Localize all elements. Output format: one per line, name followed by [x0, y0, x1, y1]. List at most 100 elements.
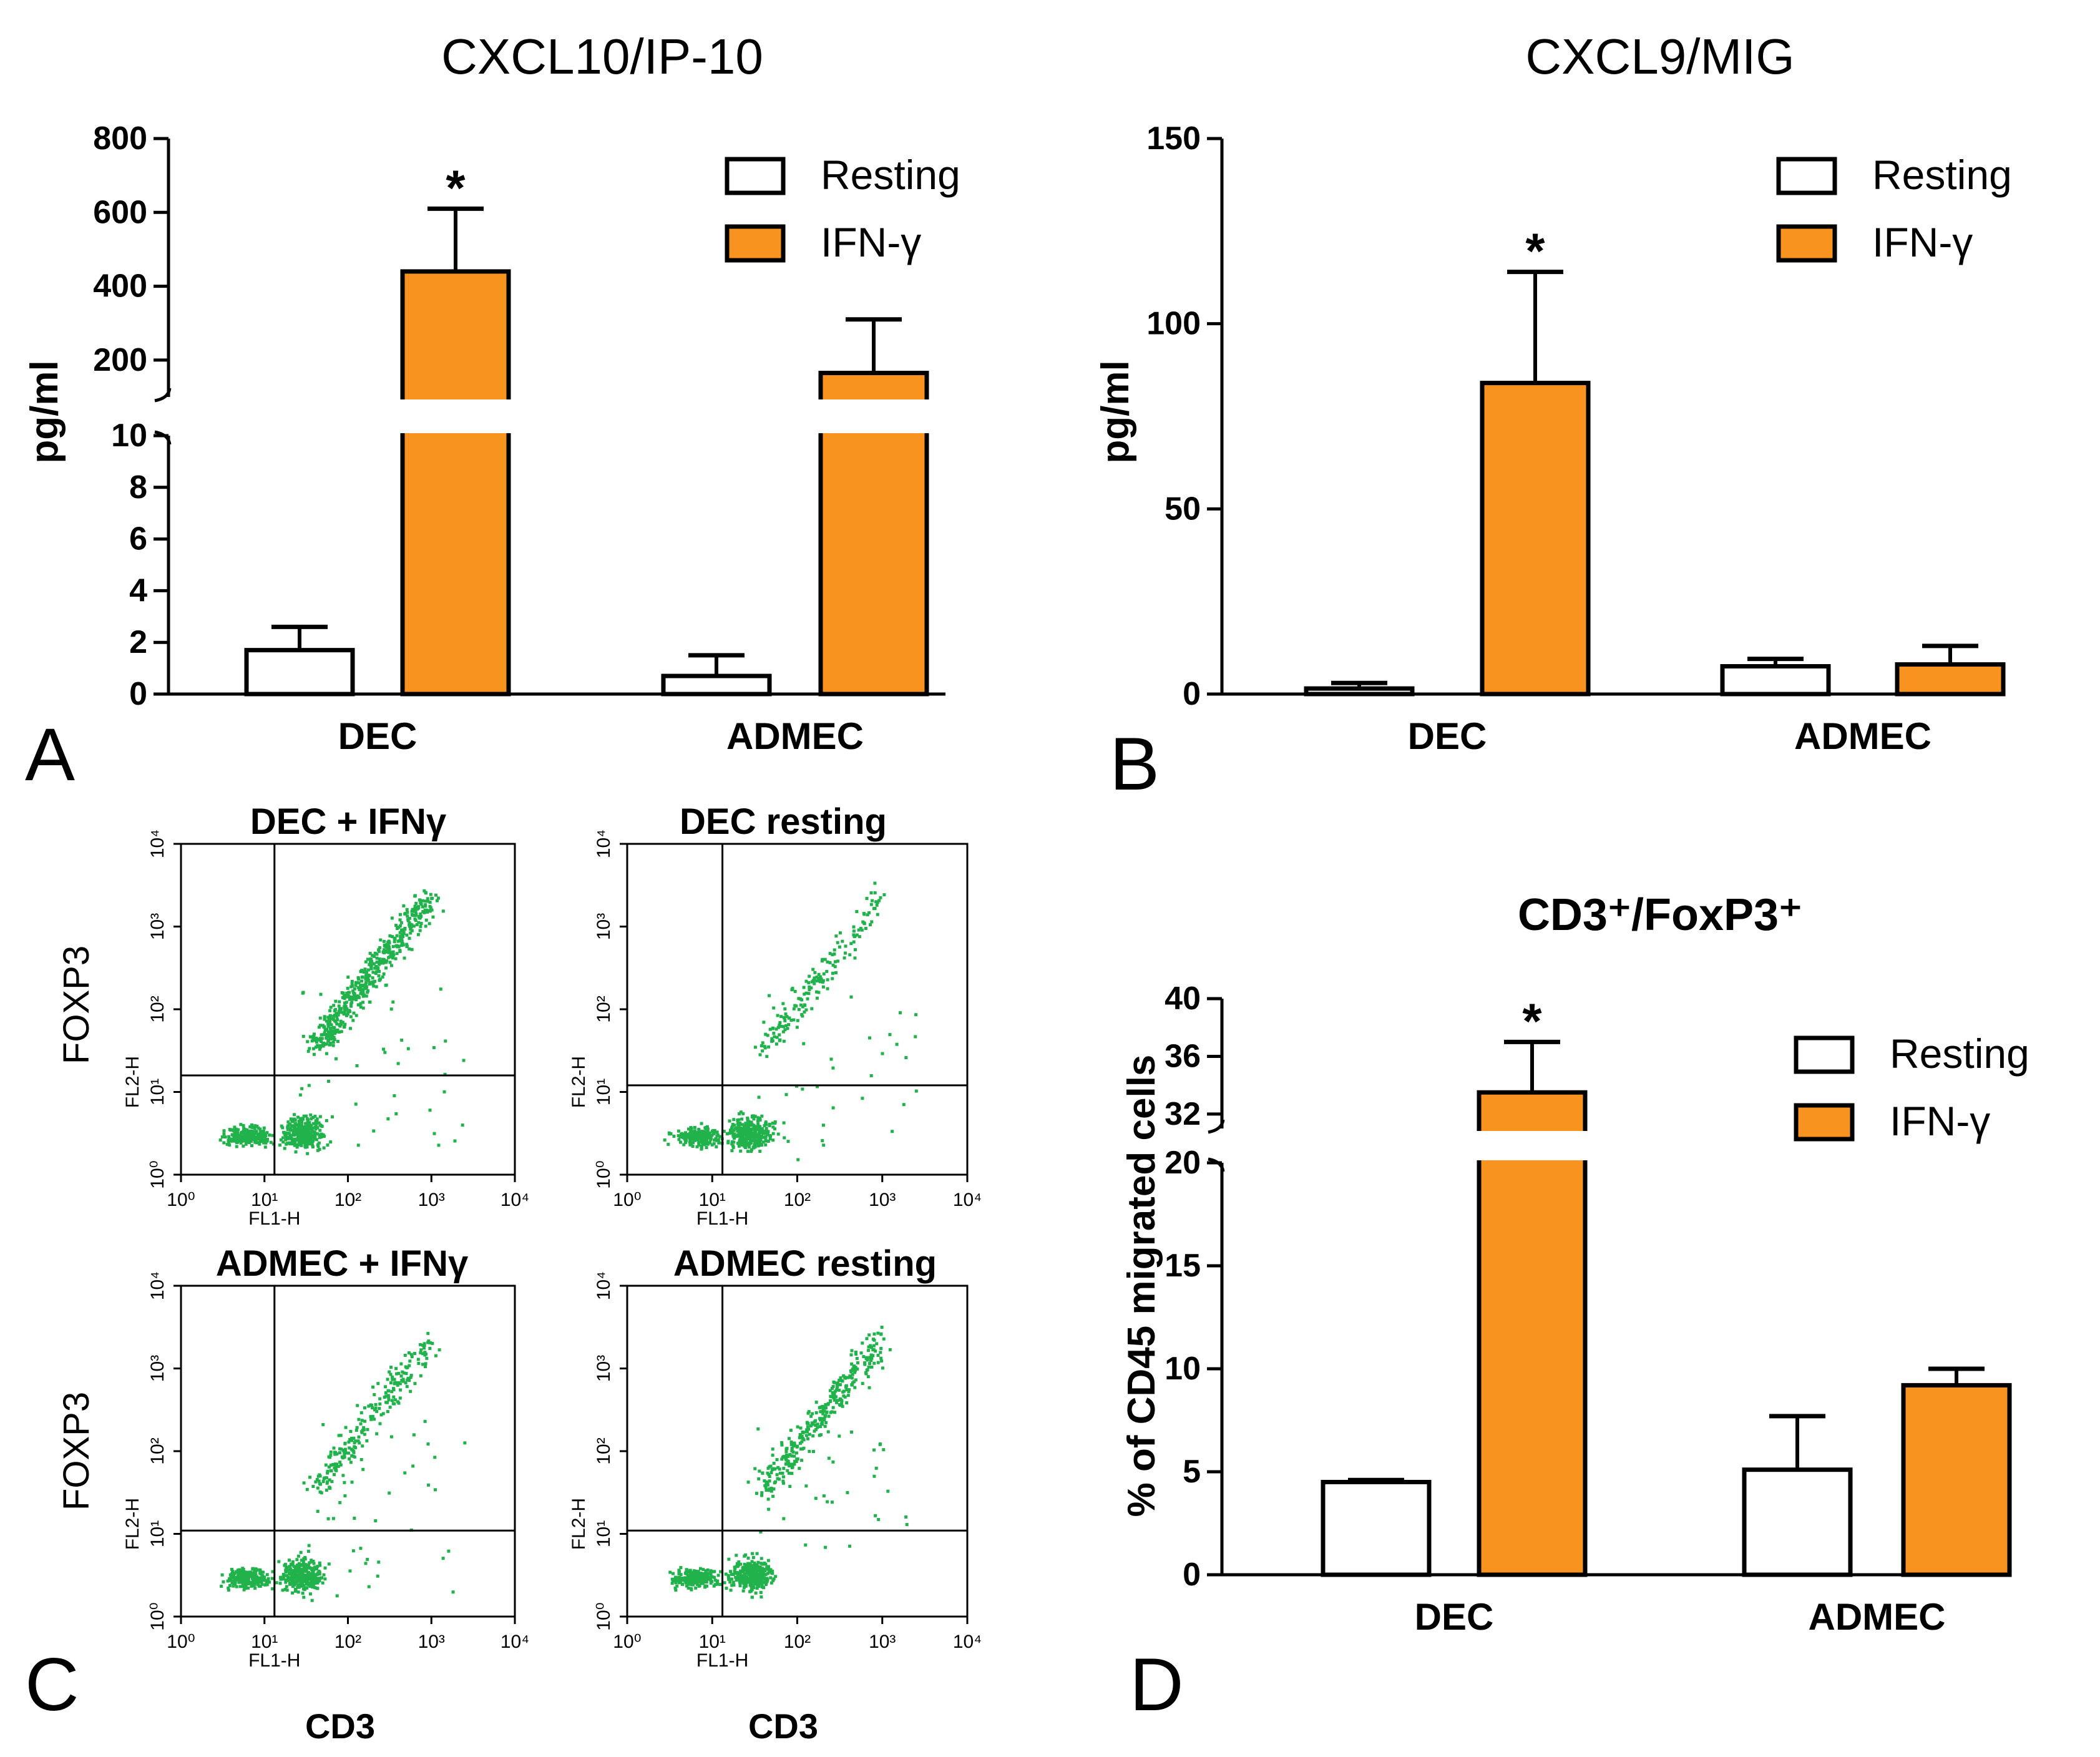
flow-dot — [379, 1413, 383, 1417]
flow-dot — [770, 1571, 774, 1575]
flow-dot — [388, 1370, 391, 1374]
flow-dot — [393, 1094, 396, 1098]
flow-dot — [831, 1066, 835, 1070]
flow-dot — [288, 1142, 292, 1145]
flow-dot — [231, 1128, 235, 1132]
flow-dot — [828, 952, 832, 956]
flow-dot — [751, 1552, 755, 1555]
flow-dot — [239, 1141, 243, 1145]
flow-dot — [421, 899, 424, 903]
flow-dot — [356, 1439, 360, 1443]
flow-dot — [386, 1394, 390, 1397]
flow-dot — [851, 1373, 854, 1376]
flow-dot — [840, 1379, 844, 1383]
bar-D-DEC-IFN-γ — [1477, 1090, 1588, 1577]
flow-dot — [850, 1383, 854, 1387]
flow-dot — [734, 1575, 738, 1579]
flow-dot — [752, 1139, 756, 1143]
flow-dot — [323, 1042, 327, 1046]
flow-dot — [736, 1133, 740, 1137]
flow-dot — [405, 1384, 409, 1388]
flow-y-tick-label: 10² — [147, 996, 168, 1022]
flow-dot — [292, 1565, 296, 1569]
flow-dot — [852, 1367, 856, 1371]
flow-dot — [828, 1389, 832, 1392]
flow-dot — [354, 994, 358, 998]
flow-dot — [314, 1577, 318, 1581]
flow-dot — [374, 971, 378, 975]
flow-dot — [732, 1140, 736, 1144]
flow-dot — [242, 1577, 246, 1580]
flow-dot — [341, 991, 345, 995]
flow-dot — [228, 1128, 232, 1132]
flow-dot — [864, 927, 867, 931]
flow-dot — [343, 1452, 346, 1456]
flow-dot — [867, 1333, 871, 1337]
flow-dot — [716, 1133, 720, 1137]
flow-dot — [756, 1582, 759, 1585]
flow-x-tick-label: 10³ — [869, 1190, 896, 1210]
flow-plot-3: ADMEC + IFNγ10⁰10⁰10¹10¹10²10²10³10³10⁴1… — [122, 1243, 529, 1671]
flow-dot — [423, 1419, 427, 1423]
flow-y-tick-label: 10⁰ — [147, 1160, 168, 1188]
flow-dot — [378, 962, 381, 966]
flow-dot — [851, 1369, 854, 1373]
flow-dot — [367, 978, 371, 982]
flow-dot — [240, 1131, 244, 1135]
flow-dot — [341, 996, 344, 999]
flow-dot — [372, 1129, 376, 1133]
flow-dot — [863, 1363, 867, 1366]
flow-dot — [776, 1025, 780, 1029]
flow-dot — [361, 991, 365, 994]
flow-dot — [700, 1141, 704, 1145]
flow-dot — [293, 1142, 297, 1146]
flow-dot — [742, 1130, 746, 1134]
flow-dot — [230, 1575, 233, 1579]
flow-dot — [331, 1462, 335, 1466]
flow-dot — [771, 1125, 775, 1129]
flow-dot — [396, 1383, 399, 1387]
flow-dot — [358, 1441, 361, 1445]
flow-dot — [691, 1582, 695, 1586]
significance-asterisk-D: * — [1522, 993, 1542, 1049]
flow-dot — [854, 1350, 857, 1354]
flow-dot — [742, 1575, 746, 1579]
flow-dot — [241, 1585, 245, 1588]
flow-dot — [398, 949, 402, 953]
flow-dot — [728, 1132, 731, 1135]
flow-dot — [427, 1483, 431, 1487]
flow-dot — [354, 981, 358, 984]
flow-dot — [359, 1411, 363, 1414]
flow-dot — [684, 1140, 688, 1143]
flow-dot — [334, 1007, 338, 1011]
flow-dot — [788, 1453, 792, 1457]
flow-dot — [442, 1090, 446, 1094]
flow-dot — [865, 1337, 869, 1341]
flow-dot — [755, 1125, 758, 1128]
flow-dot — [237, 1138, 241, 1142]
y-tick-label-B: 150 — [1146, 120, 1201, 157]
flow-dot — [298, 1136, 301, 1140]
flow-dot — [424, 1365, 427, 1369]
flow-dot — [387, 951, 391, 954]
flow-dot — [313, 1130, 316, 1134]
flow-dot — [769, 1134, 773, 1138]
axis-break-mark-lower-A — [154, 430, 172, 445]
flow-dot — [733, 1132, 736, 1136]
flow-dot — [329, 1017, 333, 1020]
flow-dot — [355, 1064, 359, 1068]
flow-dot — [395, 944, 399, 947]
flow-dot — [378, 1397, 382, 1401]
flow-dot — [689, 1129, 693, 1133]
flow-dot — [423, 1353, 427, 1357]
flow-dot — [815, 996, 819, 1000]
flow-dot — [790, 1472, 794, 1476]
flow-dot — [782, 1517, 786, 1520]
flow-dot — [803, 1004, 807, 1007]
flow-dot — [813, 976, 816, 980]
flow-dot — [872, 1361, 876, 1365]
flow-dot — [787, 1461, 791, 1465]
flow-dot — [305, 1114, 308, 1118]
flow-dot — [848, 953, 852, 957]
flow-dot — [256, 1576, 260, 1580]
